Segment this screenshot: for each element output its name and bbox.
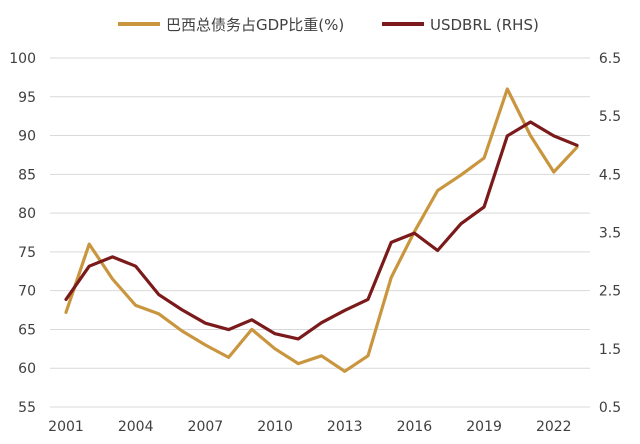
left-axis-ticks: 100 95 90 85 80 75 70 65 60 55 [9, 51, 36, 416]
right-tick-label: 1.5 [599, 342, 621, 358]
x-tick-label: 2019 [466, 419, 502, 435]
series-line-usdbrl [64, 120, 579, 341]
x-tick-label: 2001 [48, 419, 84, 435]
right-tick-label: 3.5 [599, 226, 621, 242]
left-tick-label: 100 [9, 51, 36, 67]
left-tick-label: 80 [18, 206, 36, 222]
right-tick-label: 0.5 [599, 400, 621, 416]
left-tick-label: 90 [18, 129, 36, 145]
legend-label-debt: 巴西总债务占GDP比重(%) [166, 16, 344, 34]
gridlines [50, 57, 590, 408]
left-tick-label: 95 [18, 90, 36, 106]
right-axis-ticks: 6.5 5.5 4.5 3.5 2.5 1.5 0.5 [599, 51, 621, 416]
right-tick-label: 5.5 [599, 109, 621, 125]
x-axis-ticks: 2001 2004 2007 2010 2013 2016 2019 2022 [48, 419, 571, 435]
right-tick-label: 4.5 [599, 167, 621, 183]
x-tick-label: 2004 [118, 419, 154, 435]
left-tick-label: 60 [18, 361, 36, 377]
series-line-debt [64, 87, 579, 373]
left-tick-label: 85 [18, 167, 36, 183]
right-tick-label: 6.5 [599, 51, 621, 67]
x-tick-label: 2007 [188, 419, 224, 435]
x-tick-label: 2022 [536, 419, 572, 435]
left-tick-label: 65 [18, 322, 36, 338]
legend: 巴西总债务占GDP比重(%) USDBRL (RHS) [118, 16, 539, 34]
left-tick-label: 70 [18, 284, 36, 300]
left-tick-label: 75 [18, 245, 36, 261]
legend-label-usdbrl: USDBRL (RHS) [430, 16, 539, 34]
series-layer [64, 87, 579, 373]
x-tick-label: 2010 [257, 419, 293, 435]
x-tick-label: 2013 [327, 419, 363, 435]
right-tick-label: 2.5 [599, 284, 621, 300]
x-tick-label: 2016 [397, 419, 433, 435]
left-tick-label: 55 [18, 400, 36, 416]
